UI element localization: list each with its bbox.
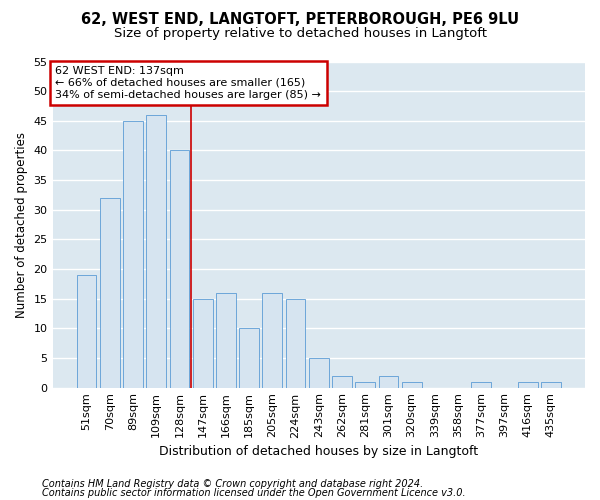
Text: Contains public sector information licensed under the Open Government Licence v3: Contains public sector information licen… [42, 488, 466, 498]
Text: 62, WEST END, LANGTOFT, PETERBOROUGH, PE6 9LU: 62, WEST END, LANGTOFT, PETERBOROUGH, PE… [81, 12, 519, 28]
Bar [518, 382, 538, 388]
Bar [472, 382, 491, 388]
Bar [262, 292, 282, 388]
Bar [239, 328, 259, 388]
Bar [541, 382, 561, 388]
Bar [379, 376, 398, 388]
Bar [402, 382, 422, 388]
Bar [286, 298, 305, 388]
Bar [123, 121, 143, 388]
Text: Size of property relative to detached houses in Langtoft: Size of property relative to detached ho… [113, 28, 487, 40]
Bar [216, 292, 236, 388]
Text: 62 WEST END: 137sqm
← 66% of detached houses are smaller (165)
34% of semi-detac: 62 WEST END: 137sqm ← 66% of detached ho… [55, 66, 321, 100]
Bar [355, 382, 375, 388]
Bar [193, 298, 212, 388]
Bar [170, 150, 190, 388]
Bar [146, 115, 166, 388]
Bar [309, 358, 329, 388]
Bar [332, 376, 352, 388]
Bar [77, 275, 97, 388]
Bar [100, 198, 119, 388]
Text: Contains HM Land Registry data © Crown copyright and database right 2024.: Contains HM Land Registry data © Crown c… [42, 479, 423, 489]
Y-axis label: Number of detached properties: Number of detached properties [15, 132, 28, 318]
X-axis label: Distribution of detached houses by size in Langtoft: Distribution of detached houses by size … [159, 444, 478, 458]
